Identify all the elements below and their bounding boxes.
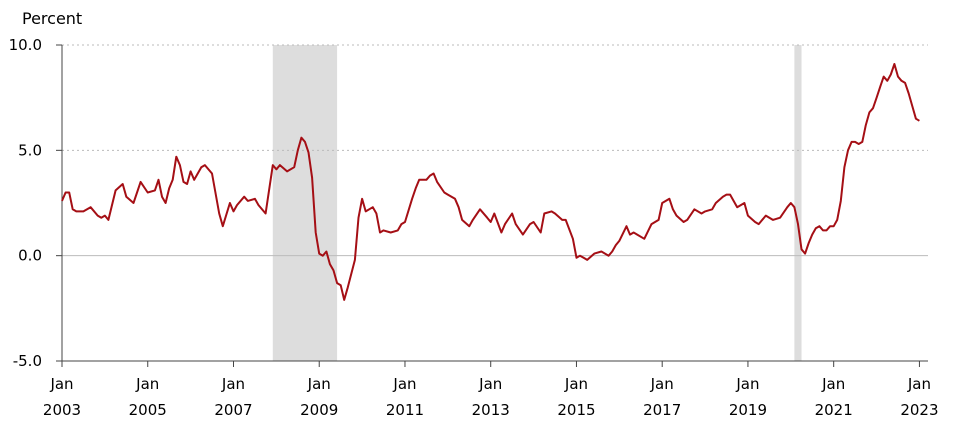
x-tick-label-month: Jan bbox=[564, 375, 588, 393]
y-axis-ticks: -5.0 0.0 5.0 10.0 bbox=[9, 36, 62, 370]
x-tick-label-month: Jan bbox=[135, 375, 159, 393]
x-tick-label-year: 2007 bbox=[214, 401, 252, 419]
x-tick-label-month: Jan bbox=[478, 375, 502, 393]
x-tick-label-year: 2021 bbox=[815, 401, 853, 419]
x-tick-label-year: 2015 bbox=[557, 401, 595, 419]
x-tick-label-month: Jan bbox=[650, 375, 674, 393]
x-tick-label-month: Jan bbox=[821, 375, 845, 393]
x-tick-label-year: 2005 bbox=[129, 401, 167, 419]
x-tick-label-month: Jan bbox=[907, 375, 931, 393]
x-tick-label-year: 2013 bbox=[472, 401, 510, 419]
x-tick-label-year: 2011 bbox=[386, 401, 424, 419]
y-tick-label: 10.0 bbox=[9, 36, 42, 54]
y-tick-label: 5.0 bbox=[18, 141, 42, 159]
recession-shading bbox=[272, 45, 802, 361]
x-tick-label-month: Jan bbox=[735, 375, 759, 393]
series-line bbox=[61, 63, 920, 301]
x-tick-label-year: 2017 bbox=[643, 401, 681, 419]
x-tick-label-year: 2003 bbox=[43, 401, 81, 419]
y-tick-label: 0.0 bbox=[18, 247, 42, 265]
x-tick-label-month: Jan bbox=[392, 375, 416, 393]
x-tick-label-month: Jan bbox=[307, 375, 331, 393]
x-tick-label-month: Jan bbox=[221, 375, 245, 393]
x-tick-label-year: 2009 bbox=[300, 401, 338, 419]
y-axis-title: Percent bbox=[22, 9, 82, 28]
x-axis-ticks: Jan 2003 Jan 2005 Jan 2007 Jan 2009 Jan 2011 Jan 20… bbox=[43, 361, 939, 419]
recession-band-1 bbox=[272, 45, 338, 361]
x-tick-label-year: 2019 bbox=[729, 401, 767, 419]
gridlines bbox=[62, 44, 928, 257]
recession-band-2 bbox=[794, 45, 802, 361]
x-tick-label-year: 2023 bbox=[900, 401, 938, 419]
y-tick-label: -5.0 bbox=[13, 352, 42, 370]
x-tick-label-month: Jan bbox=[49, 375, 73, 393]
